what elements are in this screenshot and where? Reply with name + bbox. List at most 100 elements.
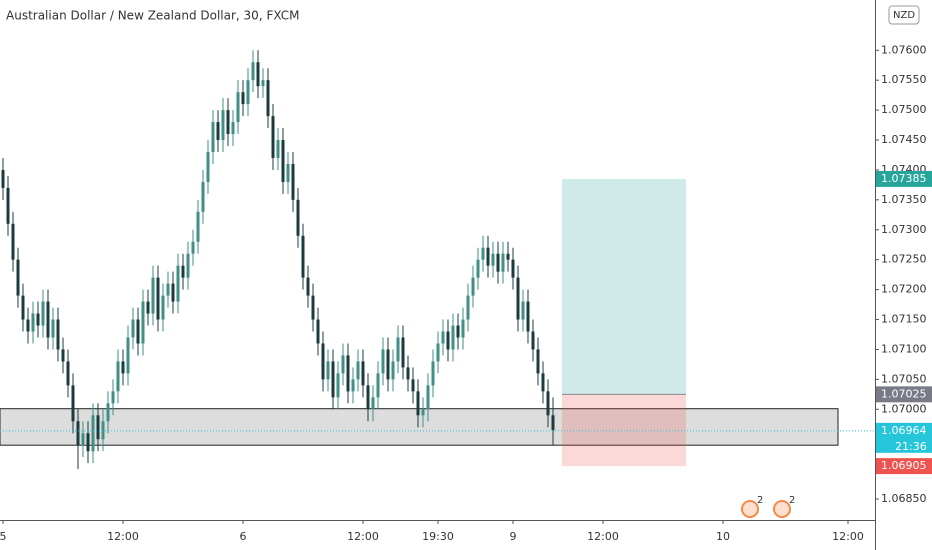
candle-body bbox=[171, 283, 175, 302]
target-area bbox=[562, 178, 686, 395]
x-tick-label: 10 bbox=[716, 530, 730, 543]
candle-body bbox=[141, 301, 145, 344]
candle-body bbox=[206, 151, 210, 182]
candle-body bbox=[71, 385, 75, 422]
candle-body bbox=[11, 223, 15, 260]
candle-body bbox=[381, 349, 385, 374]
y-tick-label: 1.07350 bbox=[881, 193, 927, 206]
candle-body bbox=[376, 373, 380, 398]
candle-body bbox=[241, 92, 245, 105]
candle-body bbox=[456, 325, 460, 338]
candle-body bbox=[31, 313, 35, 332]
event-icon bbox=[741, 500, 759, 518]
candle-body bbox=[76, 421, 80, 446]
candle-body bbox=[16, 259, 20, 296]
price-label: 1.06905 bbox=[881, 459, 927, 472]
price-label-box bbox=[876, 170, 932, 187]
candle-body bbox=[51, 319, 55, 338]
candle-body bbox=[231, 122, 235, 135]
candle-body bbox=[511, 259, 515, 278]
candle-body bbox=[186, 253, 190, 278]
candle-body bbox=[6, 187, 10, 224]
candle-body bbox=[541, 373, 545, 392]
candle-body bbox=[401, 337, 405, 368]
candle-body bbox=[451, 325, 455, 350]
candle-body bbox=[361, 361, 365, 386]
y-tick-label: 1.06850 bbox=[881, 492, 927, 505]
candle-body bbox=[86, 433, 90, 452]
candle-body bbox=[431, 361, 435, 386]
candle-body bbox=[81, 433, 85, 446]
candle-body bbox=[466, 295, 470, 320]
candle-body bbox=[246, 80, 250, 105]
candle-body bbox=[521, 301, 525, 320]
candle-body bbox=[546, 391, 550, 416]
candle-body bbox=[101, 421, 105, 440]
candle-body bbox=[516, 277, 520, 320]
candle-body bbox=[161, 295, 165, 320]
candle-body bbox=[296, 199, 300, 236]
price-label: 1.07385 bbox=[881, 172, 927, 185]
y-tick-label: 1.07500 bbox=[881, 103, 927, 116]
candle-body bbox=[256, 62, 260, 87]
candle-body bbox=[411, 379, 415, 392]
candle-body bbox=[96, 415, 100, 440]
candle-body bbox=[271, 116, 275, 158]
candle-body bbox=[116, 361, 120, 392]
x-tick-label: 6 bbox=[240, 530, 247, 543]
candle-body bbox=[266, 80, 270, 117]
price-label-box bbox=[876, 386, 932, 403]
candle-body bbox=[181, 265, 185, 278]
candle-body bbox=[526, 301, 530, 332]
candle-body bbox=[351, 379, 355, 392]
price-label: 1.06964 bbox=[881, 424, 927, 437]
candle-body bbox=[151, 277, 155, 314]
event-count: 2 bbox=[757, 495, 763, 506]
candle-body bbox=[21, 295, 25, 320]
candle-body bbox=[486, 247, 490, 266]
candle-body bbox=[176, 265, 180, 302]
event-icon bbox=[773, 500, 791, 518]
y-tick-label: 1.07000 bbox=[881, 402, 927, 415]
candle-body bbox=[111, 391, 115, 404]
candle-body bbox=[136, 319, 140, 344]
candle-body bbox=[121, 361, 125, 374]
x-tick-label: 12:00 bbox=[832, 530, 864, 543]
candle-body bbox=[106, 403, 110, 422]
y-tick-label: 1.07600 bbox=[881, 43, 927, 56]
price-label-box bbox=[876, 422, 932, 453]
candle-body bbox=[471, 277, 475, 296]
candle-body bbox=[146, 301, 150, 314]
candle-body bbox=[476, 259, 480, 278]
candle-body bbox=[301, 235, 305, 278]
candle-body bbox=[436, 343, 440, 362]
x-tick-label: 12:00 bbox=[107, 530, 139, 543]
candle-body bbox=[196, 211, 200, 242]
x-tick-label: 12:00 bbox=[347, 530, 379, 543]
candle-body bbox=[481, 247, 485, 260]
candle-body bbox=[331, 361, 335, 398]
candle-body bbox=[191, 241, 195, 254]
candle-body bbox=[41, 301, 45, 326]
candle-body bbox=[56, 319, 60, 350]
candle-body bbox=[406, 367, 410, 380]
x-tick-label: 12:00 bbox=[587, 530, 619, 543]
candle-body bbox=[166, 283, 170, 296]
price-label-box bbox=[876, 458, 932, 475]
y-tick-label: 1.07450 bbox=[881, 133, 927, 146]
candle-body bbox=[396, 337, 400, 362]
candle-body bbox=[26, 319, 30, 332]
candle-body bbox=[236, 92, 240, 123]
y-tick-label: 1.07550 bbox=[881, 73, 927, 86]
candle-body bbox=[416, 391, 420, 416]
candle-body bbox=[341, 355, 345, 374]
candle-body bbox=[251, 62, 255, 81]
candle-body bbox=[156, 277, 160, 320]
candle-body bbox=[221, 110, 225, 141]
candle-body bbox=[66, 361, 70, 386]
candle-body bbox=[536, 349, 540, 374]
y-tick-label: 1.07300 bbox=[881, 223, 927, 236]
candle-body bbox=[426, 385, 430, 410]
candle-body bbox=[316, 319, 320, 344]
candle-body bbox=[36, 313, 40, 326]
